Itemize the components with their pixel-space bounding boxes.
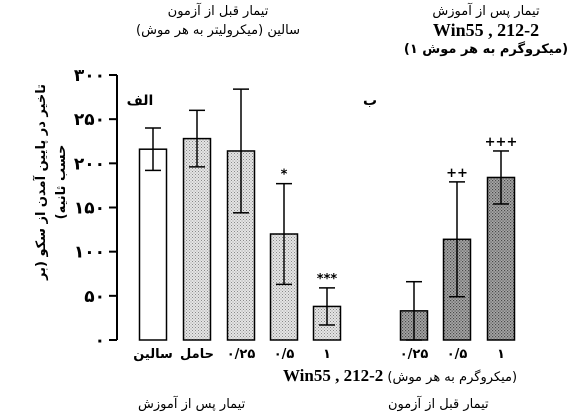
x-tick-label: سالین: [133, 347, 173, 362]
axes: ٠ ۵٠ ١٠٠ ١۵٠ ٢٠٠ ٢۵٠ ٣٠٠: [74, 66, 118, 351]
significance-marker: +++: [485, 135, 518, 150]
y-tick-label: ٢٠٠: [74, 154, 105, 174]
right-header-line1: تیمار پس از آموزش: [432, 4, 540, 19]
y-tick-label: ۵٠: [84, 287, 105, 307]
left-header-line2: سالین (میکرولیتر به هر موش): [136, 23, 300, 38]
bar: [182, 137, 212, 341]
y-tick-label: ٠: [95, 331, 105, 351]
x-tick-label: ۱: [323, 347, 331, 362]
significance-marker: *: [281, 168, 288, 183]
right-caption: تیمار قبل از آزمون: [388, 397, 489, 412]
x-unit-prefix: (میکروگرم به هر موش): [387, 370, 518, 385]
left-header: تیمار قبل از آزمون سالین (میکرولیتر به ه…: [108, 2, 328, 40]
x-unit-label: Win55 , 212-2 (میکروگرم به هر موش): [230, 366, 570, 386]
x-tick-label: ۰/۲۵: [227, 347, 256, 362]
left-header-line1: تیمار قبل از آزمون: [167, 4, 269, 19]
right-header: تیمار پس از آموزش Win55 , 212-2 (۱ میکرو…: [400, 2, 572, 59]
left-caption: تیمار پس از آموزش: [138, 397, 246, 412]
significance-marker: ***: [317, 272, 338, 287]
right-header-line3: (۱ میکروگرم به هر موش): [403, 42, 569, 57]
x-tick-label: ۱: [497, 347, 505, 362]
x-unit-name: Win55 , 212-2: [282, 366, 384, 385]
bar: [138, 148, 168, 341]
chart-labels: الف ب سالین حامل ۰/۲۵ * ۰/۵ *** ۱ ۰/۲۵ ++ ۰/۵ +++ ۱: [127, 93, 518, 362]
x-tick-label: حامل: [180, 347, 214, 362]
x-tick-label: ۰/۵: [447, 347, 468, 362]
x-tick-label: ۰/۵: [274, 347, 295, 362]
y-tick-label: ١۵٠: [74, 199, 105, 219]
y-tick-label: ٢۵٠: [74, 110, 105, 130]
right-header-line2: Win55 , 212-2: [432, 20, 540, 40]
panel-label-b: ب: [363, 93, 377, 109]
x-tick-label: ۰/۲۵: [400, 347, 429, 362]
bars: [138, 88, 516, 341]
panel-label-a: الف: [127, 93, 154, 109]
y-tick-label: ١٠٠: [74, 243, 105, 263]
y-tick-label: ٣٠٠: [74, 66, 105, 86]
significance-marker: ++: [446, 166, 468, 181]
